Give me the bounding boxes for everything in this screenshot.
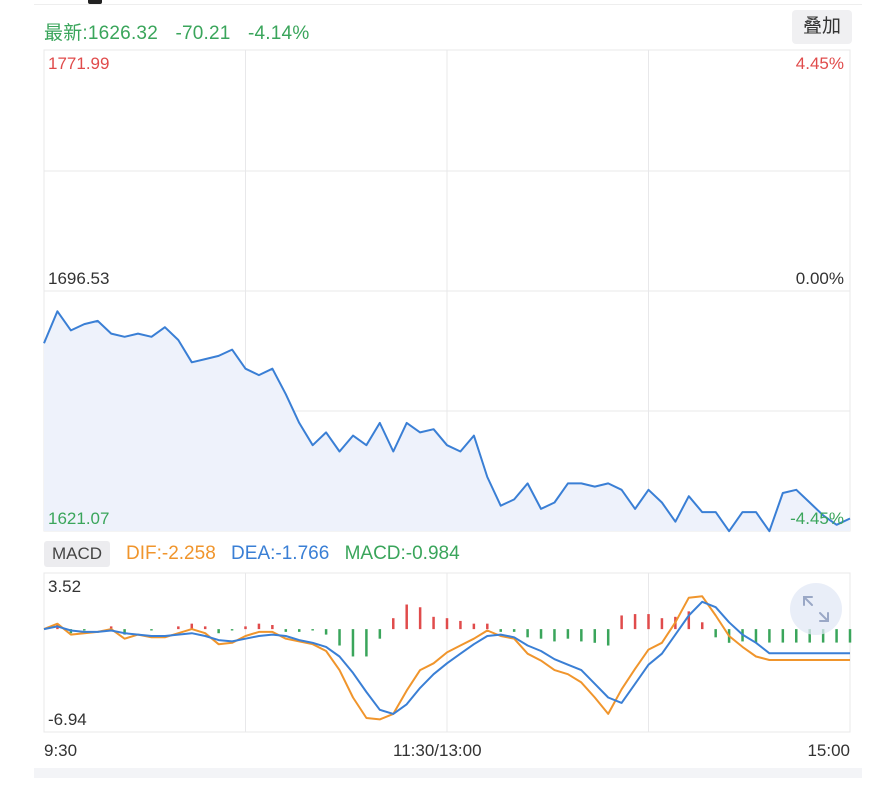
top-bar — [0, 0, 880, 8]
overlay-button[interactable]: 叠加 — [792, 10, 852, 44]
price-series — [43, 310, 851, 533]
dea-line — [43, 600, 850, 715]
dif-line — [43, 595, 850, 721]
divider — [34, 4, 862, 5]
pct-mid-label: 0.00% — [795, 269, 844, 288]
macd-indicator-tab[interactable]: MACD — [44, 541, 111, 567]
tab-indicator — [88, 0, 102, 4]
expand-icon — [803, 596, 829, 622]
price-line — [43, 310, 851, 533]
macd-value: MACD:-0.984 — [344, 543, 460, 564]
macd-min-label: -6.94 — [48, 710, 87, 729]
price-low-label: 1621.07 — [48, 509, 110, 528]
macd-legend: DIF:-2.258 DEA:-1.766 MACD:-0.984 — [126, 543, 470, 565]
latest-price: 最新:1626.32 — [44, 23, 158, 44]
price-high-label: 1771.99 — [48, 54, 110, 73]
macd-series — [43, 595, 852, 721]
bottom-strip — [34, 768, 862, 778]
expand-button[interactable] — [790, 583, 842, 635]
price-change-pct: -4.14% — [248, 23, 310, 44]
price-area-fill — [44, 311, 850, 532]
dea-value: DEA:-1.766 — [231, 543, 330, 564]
pct-low-label: -4.45% — [790, 509, 844, 528]
price-mid-label: 1696.53 — [48, 269, 110, 288]
price-change: -70.21 — [175, 23, 231, 44]
quote-summary: 最新:1626.32 -70.21 -4.14% — [44, 18, 321, 45]
time-end-label: 15:00 — [807, 741, 850, 760]
pct-high-label: 4.45% — [795, 54, 844, 73]
time-mid-label: 11:30/13:00 — [393, 741, 482, 760]
macd-max-label: 3.52 — [48, 577, 82, 596]
time-start-label: 9:30 — [44, 741, 78, 760]
dif-value: DIF:-2.258 — [126, 543, 216, 564]
